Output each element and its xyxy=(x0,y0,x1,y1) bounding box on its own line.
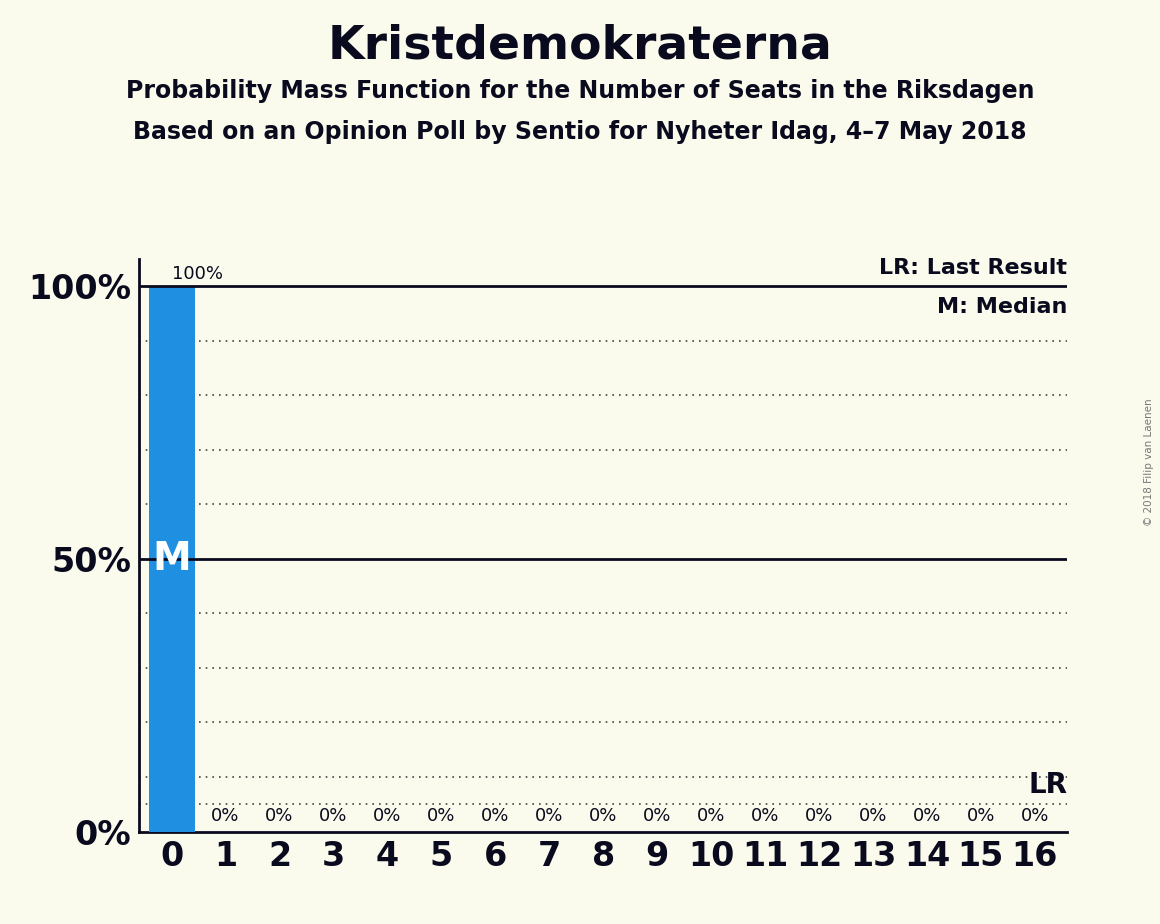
Text: Probability Mass Function for the Number of Seats in the Riksdagen: Probability Mass Function for the Number… xyxy=(125,79,1035,103)
Text: LR: Last Result: LR: Last Result xyxy=(879,258,1067,278)
Text: 0%: 0% xyxy=(966,807,995,825)
Text: 0%: 0% xyxy=(427,807,456,825)
Text: 0%: 0% xyxy=(481,807,509,825)
Text: 0%: 0% xyxy=(1021,807,1049,825)
Text: 0%: 0% xyxy=(211,807,240,825)
Text: 0%: 0% xyxy=(697,807,725,825)
Text: M: Median: M: Median xyxy=(937,297,1067,317)
Text: LR: LR xyxy=(1028,771,1067,799)
Text: 0%: 0% xyxy=(913,807,941,825)
Text: 0%: 0% xyxy=(589,807,617,825)
Text: 0%: 0% xyxy=(535,807,564,825)
Text: 0%: 0% xyxy=(751,807,780,825)
Text: Based on an Opinion Poll by Sentio for Nyheter Idag, 4–7 May 2018: Based on an Opinion Poll by Sentio for N… xyxy=(133,120,1027,144)
Bar xyxy=(148,286,195,832)
Text: 0%: 0% xyxy=(858,807,887,825)
Text: 100%: 100% xyxy=(172,265,223,284)
Text: 0%: 0% xyxy=(374,807,401,825)
Text: 0%: 0% xyxy=(805,807,833,825)
Text: M: M xyxy=(152,540,191,578)
Text: © 2018 Filip van Laenen: © 2018 Filip van Laenen xyxy=(1144,398,1154,526)
Text: Kristdemokraterna: Kristdemokraterna xyxy=(327,23,833,68)
Text: 0%: 0% xyxy=(643,807,672,825)
Text: 0%: 0% xyxy=(266,807,293,825)
Text: 0%: 0% xyxy=(319,807,348,825)
